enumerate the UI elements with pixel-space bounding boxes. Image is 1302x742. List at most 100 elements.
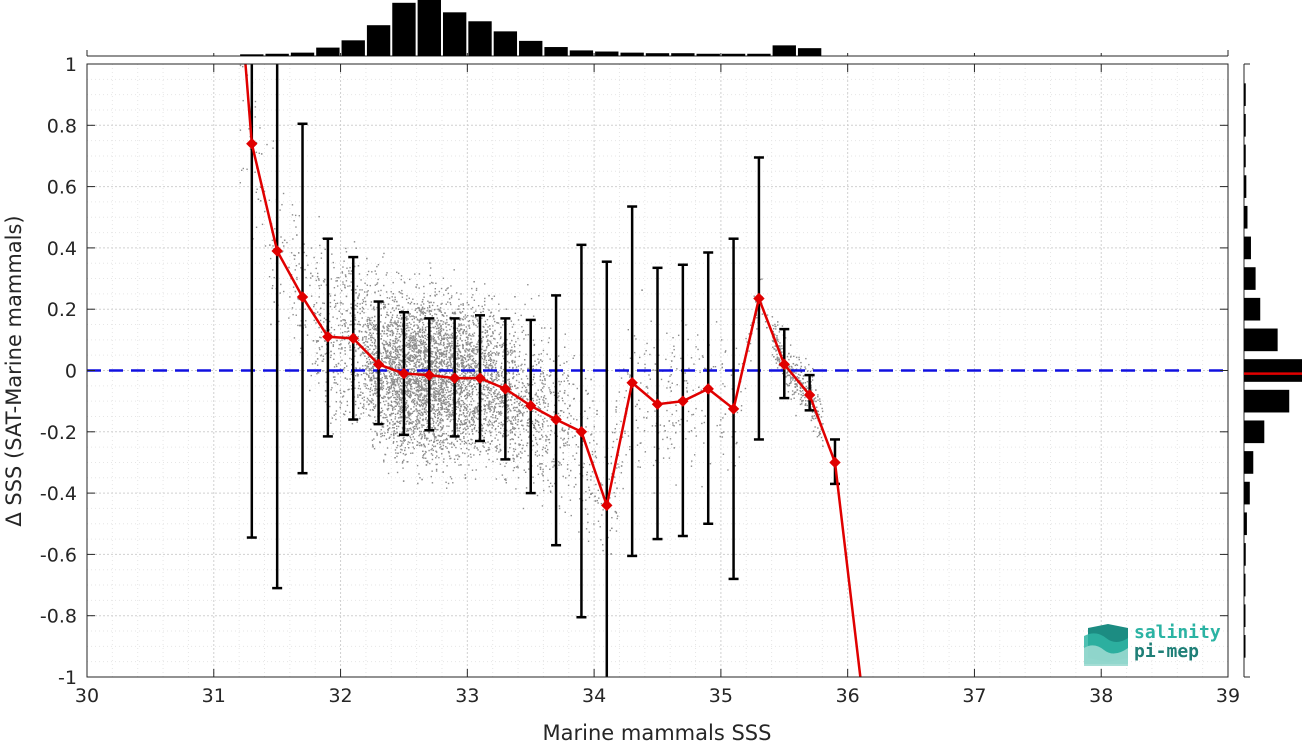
scatter-point: [392, 408, 394, 410]
scatter-point: [443, 360, 445, 363]
scatter-point: [445, 398, 447, 401]
scatter-point: [482, 308, 485, 310]
scatter-point: [629, 374, 631, 376]
scatter-point: [286, 241, 288, 244]
scatter-point: [491, 379, 493, 381]
scatter-point: [417, 307, 419, 309]
scatter-point: [398, 317, 400, 320]
scatter-point: [491, 373, 493, 375]
scatter-point: [397, 374, 400, 377]
scatter-point: [443, 338, 446, 341]
scatter-point: [419, 310, 422, 313]
scatter-point: [568, 412, 571, 415]
scatter-point: [434, 396, 436, 399]
scatter-point: [440, 287, 443, 290]
scatter-point: [394, 423, 396, 425]
scatter-point: [354, 316, 357, 319]
scatter-point: [408, 346, 410, 348]
scatter-point: [416, 318, 419, 320]
scatter-point: [412, 398, 414, 401]
scatter-point: [381, 386, 383, 388]
scatter-point: [455, 391, 457, 393]
scatter-point: [442, 426, 444, 429]
scatter-point: [486, 378, 489, 381]
scatter-point: [517, 466, 519, 469]
right-hist-bar: [1244, 481, 1250, 505]
scatter-point: [460, 328, 462, 330]
scatter-point: [374, 270, 376, 272]
scatter-point: [524, 450, 526, 452]
scatter-point: [542, 426, 544, 428]
scatter-point: [421, 399, 423, 402]
scatter-point: [398, 376, 400, 379]
scatter-point: [451, 373, 454, 375]
scatter-point: [524, 363, 526, 366]
scatter-point: [476, 409, 479, 412]
scatter-point: [602, 509, 604, 511]
scatter-point: [515, 466, 518, 468]
scatter-point: [423, 403, 425, 406]
scatter-point: [368, 319, 371, 322]
scatter-point: [612, 431, 614, 434]
scatter-point: [435, 313, 438, 316]
scatter-point: [484, 432, 486, 435]
scatter-point: [448, 394, 451, 396]
scatter-point: [703, 421, 706, 424]
scatter-point: [304, 308, 307, 310]
scatter-point: [473, 421, 475, 424]
scatter-point: [808, 363, 810, 366]
scatter-point: [511, 431, 513, 433]
scatter-point: [406, 382, 408, 385]
scatter-point: [471, 392, 473, 394]
scatter-point: [440, 417, 442, 420]
scatter-point: [508, 381, 511, 383]
scatter-point: [456, 365, 459, 367]
scatter-point: [324, 353, 327, 355]
scatter-point: [473, 420, 475, 422]
scatter-point: [516, 406, 518, 409]
scatter-point: [440, 341, 442, 344]
scatter-point: [381, 426, 384, 428]
scatter-point: [545, 434, 547, 437]
scatter-point: [465, 365, 468, 367]
scatter-point: [463, 440, 466, 443]
scatter-point: [502, 342, 505, 344]
scatter-point: [787, 370, 789, 373]
scatter-point: [620, 472, 623, 474]
scatter-point: [465, 433, 467, 435]
scatter-point: [471, 296, 473, 299]
scatter-point: [411, 356, 414, 359]
scatter-point: [461, 432, 464, 434]
scatter-point: [817, 394, 819, 396]
scatter-point: [375, 352, 378, 355]
scatter-point: [473, 412, 475, 414]
scatter-point: [474, 412, 477, 414]
scatter-point: [433, 336, 435, 339]
scatter-point: [339, 302, 342, 304]
scatter-point: [436, 327, 438, 330]
scatter-point: [434, 347, 436, 349]
scatter-point: [509, 443, 512, 445]
scatter-point: [482, 380, 485, 383]
scatter-point: [376, 434, 378, 437]
scatter-point: [407, 381, 409, 383]
scatter-point: [517, 365, 520, 367]
scatter-point: [365, 408, 367, 410]
scatter-point: [821, 410, 824, 413]
scatter-point: [635, 338, 637, 340]
scatter-point: [405, 318, 408, 320]
scatter-point: [439, 361, 441, 363]
scatter-point: [415, 424, 418, 426]
scatter-point: [456, 352, 459, 355]
scatter-point: [458, 357, 461, 359]
scatter-point: [526, 398, 528, 400]
scatter-point: [524, 395, 527, 397]
scatter-point: [508, 382, 510, 385]
scatter-point: [450, 419, 452, 421]
scatter-point: [442, 323, 444, 325]
scatter-point: [342, 283, 344, 285]
scatter-point: [615, 400, 618, 402]
scatter-point: [671, 443, 673, 445]
scatter-point: [259, 127, 261, 129]
scatter-point: [359, 354, 362, 357]
